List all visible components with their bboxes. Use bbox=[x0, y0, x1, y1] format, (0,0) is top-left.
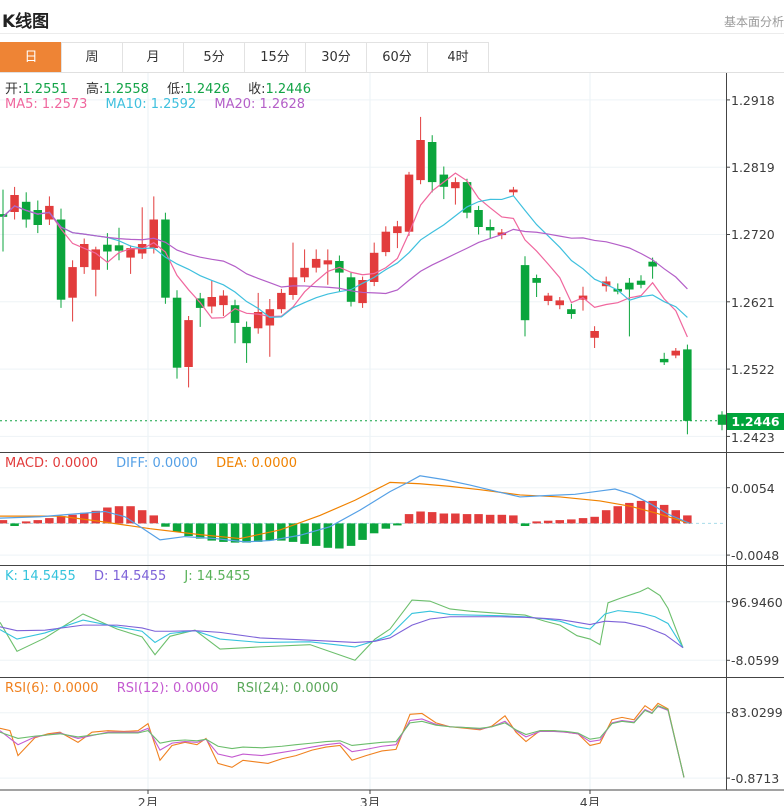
x-axis-month-label: 4月 bbox=[579, 795, 601, 806]
price-axis-label: 1.2720 bbox=[731, 227, 775, 242]
header-divider bbox=[0, 33, 784, 34]
ma20-value: MA20: 1.2628 bbox=[214, 97, 306, 112]
kdj-info-row: K: 14.5455 D: 14.5455 J: 14.5455 bbox=[5, 569, 265, 584]
period-tabbar: 日 周 月 5分 15分 30分 60分 4时 bbox=[0, 42, 489, 73]
tab-week[interactable]: 周 bbox=[61, 42, 123, 73]
open-value: 开:1.2551 bbox=[5, 82, 68, 97]
tab-4hour[interactable]: 4时 bbox=[427, 42, 489, 73]
rsi-axis-label: -0.8713 bbox=[731, 771, 780, 786]
macd-axis-label: 0.0054 bbox=[731, 481, 775, 496]
rsi12-value: RSI(12): 0.0000 bbox=[116, 681, 219, 696]
macd-value: MACD: 0.0000 bbox=[5, 456, 98, 471]
diff-value: DIFF: 0.0000 bbox=[116, 456, 198, 471]
fundamental-analysis-link[interactable]: 基本面分析 bbox=[723, 15, 784, 29]
page-title: K线图 bbox=[2, 12, 50, 32]
tab-5min[interactable]: 5分 bbox=[183, 42, 245, 73]
k-value: K: 14.5455 bbox=[5, 569, 76, 584]
price-axis-label: 1.2522 bbox=[731, 362, 775, 377]
j-value: J: 14.5455 bbox=[184, 569, 251, 584]
price-axis-label: 1.2819 bbox=[731, 160, 775, 175]
price-axis-label: 1.2423 bbox=[731, 430, 775, 445]
low-value: 低:1.2426 bbox=[167, 82, 230, 97]
high-value: 高:1.2558 bbox=[86, 82, 149, 97]
kdj-axis-label: 96.9460 bbox=[731, 595, 783, 610]
price-axis-label: 1.2621 bbox=[731, 295, 775, 310]
tab-month[interactable]: 月 bbox=[122, 42, 184, 73]
tab-day[interactable]: 日 bbox=[0, 42, 62, 73]
kdj-axis-label: -8.0599 bbox=[731, 653, 780, 668]
price-axis-label: 1.2918 bbox=[731, 93, 775, 108]
dea-value: DEA: 0.0000 bbox=[216, 456, 298, 471]
ma10-value: MA10: 1.2592 bbox=[105, 97, 197, 112]
ma-info-row: MA5: 1.2573 MA10: 1.2592 MA20: 1.2628 bbox=[5, 97, 319, 112]
rsi-axis-label: 83.0299 bbox=[731, 705, 783, 720]
rsi24-value: RSI(24): 0.0000 bbox=[236, 681, 339, 696]
macd-info-row: MACD: 0.0000 DIFF: 0.0000 DEA: 0.0000 bbox=[5, 456, 311, 471]
close-value: 收:1.2446 bbox=[248, 82, 311, 97]
ohlc-info-row: 开:1.2551 高:1.2558 低:1.2426 收:1.2446 bbox=[5, 78, 325, 97]
x-axis-month-label: 3月 bbox=[359, 795, 381, 806]
ma5-value: MA5: 1.2573 bbox=[5, 97, 88, 112]
rsi-info-row: RSI(6): 0.0000 RSI(12): 0.0000 RSI(24): … bbox=[5, 681, 353, 696]
tab-15min[interactable]: 15分 bbox=[244, 42, 306, 73]
tab-60min[interactable]: 60分 bbox=[366, 42, 428, 73]
x-axis-month-label: 2月 bbox=[137, 795, 159, 806]
tabbar-divider bbox=[0, 72, 784, 73]
d-value: D: 14.5455 bbox=[93, 569, 167, 584]
macd-axis-label: -0.0048 bbox=[731, 548, 780, 563]
last-price-badge: 1.2446 bbox=[727, 413, 784, 430]
tab-30min[interactable]: 30分 bbox=[305, 42, 367, 73]
rsi6-value: RSI(6): 0.0000 bbox=[5, 681, 99, 696]
